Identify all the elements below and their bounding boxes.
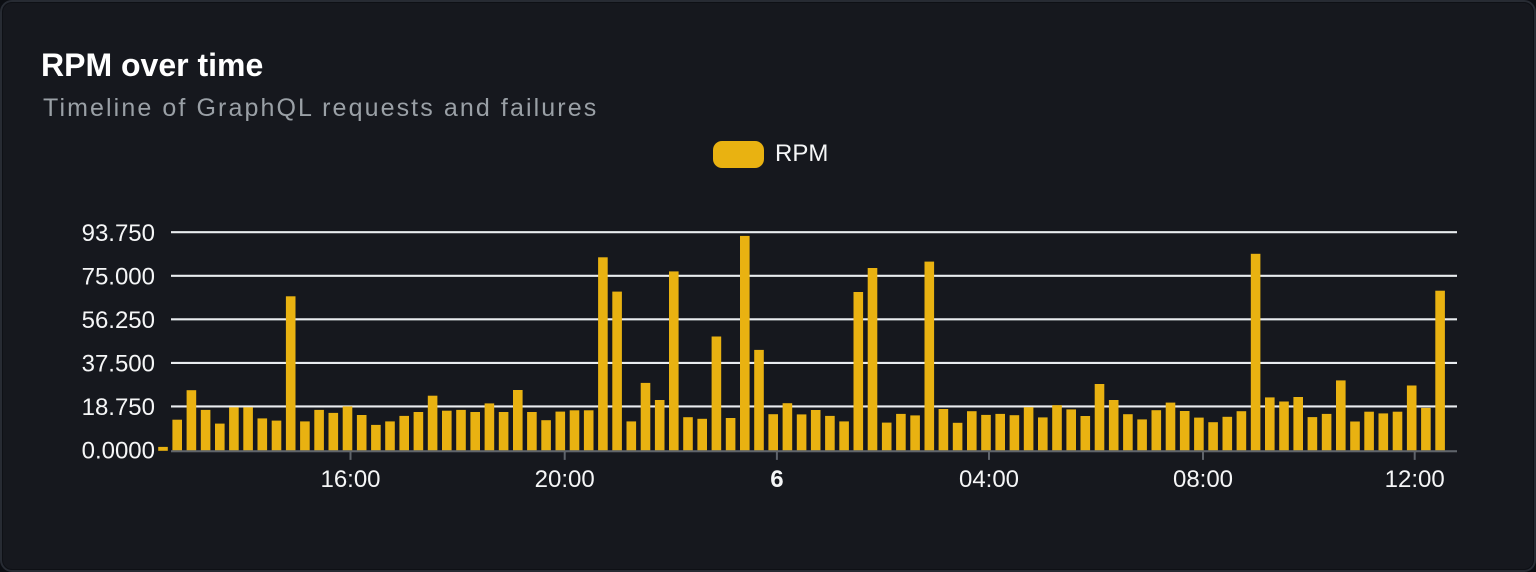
svg-text:37.500: 37.500 [82,351,155,378]
svg-text:16:00: 16:00 [320,466,380,493]
svg-text:75.000: 75.000 [82,264,155,291]
svg-text:18.750: 18.750 [82,394,155,421]
svg-text:20:00: 20:00 [535,466,595,493]
svg-text:12:00: 12:00 [1385,466,1445,493]
svg-text:04:00: 04:00 [959,466,1019,493]
svg-text:6: 6 [770,466,783,493]
svg-text:08:00: 08:00 [1173,466,1233,493]
svg-text:93.750: 93.750 [82,220,155,247]
svg-text:56.250: 56.250 [82,307,155,334]
svg-text:0.0000: 0.0000 [82,438,155,465]
